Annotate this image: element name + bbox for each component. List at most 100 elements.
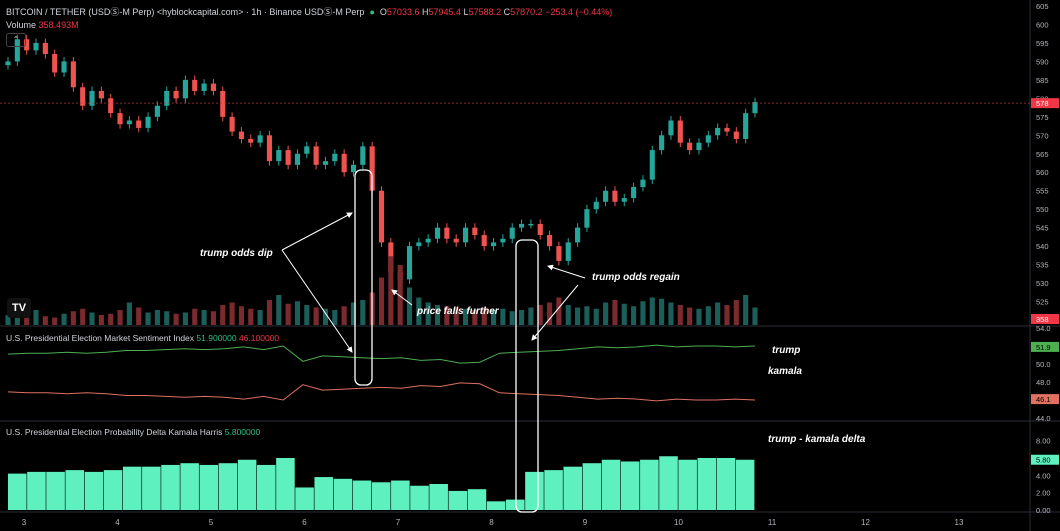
delta-tick-label: 8.00 — [1036, 437, 1051, 446]
delta-value-badge — [1031, 454, 1059, 465]
delta-bar — [199, 464, 219, 510]
candle — [332, 153, 338, 162]
highlight-box-dip — [354, 169, 373, 386]
candle — [24, 39, 30, 51]
candle — [528, 223, 534, 226]
delta-bar — [27, 471, 46, 510]
sentiment-value-1: 51.900000 — [196, 333, 237, 343]
volume-bar — [80, 308, 86, 325]
volume-bar — [537, 305, 543, 325]
candle — [556, 246, 562, 261]
price-tick-label: 535 — [1036, 261, 1049, 270]
candle — [238, 131, 245, 139]
delta-bar — [142, 466, 161, 510]
volume-bar — [294, 301, 301, 325]
candle — [481, 235, 487, 247]
volume-bar — [108, 313, 114, 325]
delta-bar — [735, 459, 755, 510]
close-value: 57870.2 — [510, 7, 543, 17]
candle — [705, 135, 711, 143]
price-tick-label: 540 — [1036, 242, 1049, 251]
volume-bar — [556, 297, 562, 325]
delta-bar — [84, 471, 104, 510]
annotation-price-falls: price falls further — [417, 306, 499, 317]
delta-value-1: 5.800000 — [224, 427, 261, 437]
volume-bar — [313, 307, 319, 325]
sentiment-tick-label: 50.0 — [1036, 360, 1051, 369]
volume-bar — [547, 302, 553, 325]
volume-bar — [677, 305, 683, 325]
candle — [687, 142, 693, 151]
candle — [743, 113, 749, 139]
volume-bar — [248, 308, 254, 325]
volume-bar — [257, 310, 263, 325]
volume-bar — [743, 295, 749, 325]
volume-bar — [453, 307, 459, 325]
volume-bar — [350, 302, 357, 325]
candle — [14, 39, 20, 62]
candle — [210, 83, 216, 91]
candle — [659, 135, 665, 151]
volume-bar — [341, 306, 347, 325]
price-tick-label: 560 — [1036, 168, 1049, 177]
candle — [276, 150, 282, 162]
candle — [89, 90, 95, 106]
x-axis-tick-label: 12 — [861, 518, 870, 527]
sentiment-value-2: 46.100000 — [238, 333, 280, 343]
candle — [378, 190, 385, 243]
delta-bar — [218, 463, 238, 510]
volume-bar — [500, 308, 506, 325]
delta-bar — [582, 463, 602, 510]
sentiment-tick-label: 54.0 — [1036, 324, 1051, 333]
price-tick-label: 575 — [1036, 113, 1049, 122]
x-axis-tick-label: 9 — [583, 518, 588, 527]
x-axis-tick-label: 3 — [22, 518, 27, 527]
candle — [462, 227, 469, 243]
volume-bar — [52, 317, 58, 325]
arrow-regain-to-price — [547, 264, 586, 279]
price-tick-label: 570 — [1036, 131, 1049, 140]
candle — [145, 116, 151, 128]
volume-bar — [5, 315, 11, 325]
volume-bar — [603, 302, 609, 325]
volume-bar — [220, 305, 226, 325]
delta-title-text: U.S. Presidential Election Probability D… — [6, 427, 223, 437]
annotation-trump-odds-dip: trump odds dip — [200, 248, 273, 259]
volume-value-badge — [1031, 314, 1059, 324]
last-price-badge — [1031, 98, 1059, 109]
volume-bar — [705, 306, 711, 325]
candle — [117, 113, 123, 125]
high-value: 57945.4 — [428, 7, 462, 17]
low-value: 57588.2 — [468, 7, 502, 17]
collapse-toggle-button[interactable]: ⌃ — [6, 33, 26, 47]
highlight-box-regain — [515, 239, 539, 513]
volume-bar — [378, 277, 385, 325]
x-axis-tick-label: 8 — [489, 518, 494, 527]
volume-bar — [173, 313, 179, 325]
delta-bar — [371, 482, 391, 510]
delta-tick-label: 2.00 — [1036, 489, 1051, 498]
delta-bar — [601, 459, 621, 510]
delta-bar — [333, 478, 353, 510]
sentiment-pane-title: U.S. Presidential Election Market Sentim… — [6, 333, 279, 343]
candle — [126, 120, 132, 125]
delta-bar — [46, 471, 65, 510]
delta-bar — [448, 490, 468, 510]
delta-bar — [180, 463, 199, 510]
candle — [192, 79, 198, 91]
delta-bar — [467, 489, 487, 510]
delta-bar — [276, 458, 295, 510]
volume-bar — [490, 310, 497, 325]
delta-tick-label: 0.00 — [1036, 506, 1051, 515]
candle — [434, 227, 441, 239]
delta-bar — [410, 485, 429, 510]
candle — [696, 142, 702, 151]
volume-bar — [565, 305, 571, 325]
volume-bar — [481, 307, 487, 325]
price-tick-label: 565 — [1036, 150, 1049, 159]
volume-bar — [210, 311, 216, 325]
volume-bar — [659, 298, 665, 325]
volume-bar — [182, 312, 188, 325]
symbol-title[interactable]: BITCOIN / TETHER (USDⓈ-M Perp) <hyblockc… — [6, 7, 365, 17]
